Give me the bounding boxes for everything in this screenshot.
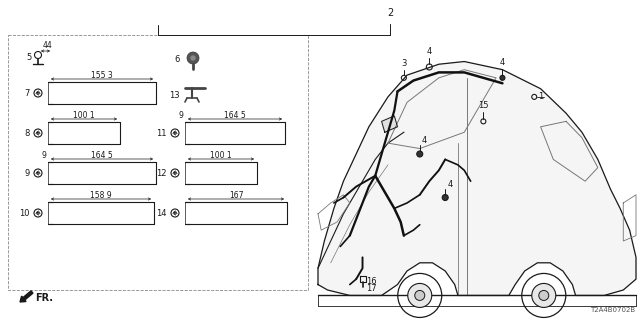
Text: FR.: FR. xyxy=(35,293,53,303)
Text: 3: 3 xyxy=(401,59,406,68)
Text: 16: 16 xyxy=(367,276,377,286)
Text: 10: 10 xyxy=(19,209,30,218)
Text: 44: 44 xyxy=(43,41,52,50)
Circle shape xyxy=(417,151,423,157)
Text: T2A4B0702B: T2A4B0702B xyxy=(590,307,635,313)
Text: 4: 4 xyxy=(447,180,452,188)
Circle shape xyxy=(36,132,40,134)
Text: 155 3: 155 3 xyxy=(91,71,113,80)
Polygon shape xyxy=(381,116,397,132)
Circle shape xyxy=(173,172,177,174)
Text: 4: 4 xyxy=(500,58,505,67)
Circle shape xyxy=(532,284,556,308)
Text: 17: 17 xyxy=(367,284,377,292)
Circle shape xyxy=(36,212,40,214)
Bar xyxy=(8,35,308,290)
Text: 14: 14 xyxy=(157,209,167,218)
Text: 15: 15 xyxy=(478,101,488,110)
Circle shape xyxy=(36,172,40,174)
Circle shape xyxy=(408,284,432,308)
Circle shape xyxy=(36,92,40,94)
Text: 164 5: 164 5 xyxy=(224,111,246,120)
Text: 1: 1 xyxy=(538,92,543,101)
Circle shape xyxy=(190,55,196,61)
Text: 13: 13 xyxy=(170,92,180,100)
Text: 167: 167 xyxy=(228,191,243,200)
Text: 9: 9 xyxy=(41,151,46,160)
Text: 2: 2 xyxy=(387,8,393,18)
Text: 9: 9 xyxy=(178,111,183,120)
Text: 164 5: 164 5 xyxy=(91,151,113,160)
Text: 5: 5 xyxy=(27,52,32,61)
Circle shape xyxy=(415,291,425,300)
Text: 100 1: 100 1 xyxy=(210,151,232,160)
Circle shape xyxy=(173,212,177,214)
FancyArrow shape xyxy=(20,291,33,302)
Text: 12: 12 xyxy=(157,169,167,178)
Circle shape xyxy=(539,291,548,300)
Circle shape xyxy=(442,195,448,201)
Text: 4: 4 xyxy=(427,47,432,56)
Circle shape xyxy=(173,132,177,134)
Polygon shape xyxy=(318,61,636,295)
Circle shape xyxy=(187,52,199,64)
Circle shape xyxy=(500,75,505,80)
Text: 7: 7 xyxy=(24,89,30,98)
Text: 6: 6 xyxy=(175,55,180,65)
Text: 4: 4 xyxy=(422,136,427,145)
Text: 100 1: 100 1 xyxy=(73,111,95,120)
Text: 158 9: 158 9 xyxy=(90,191,112,200)
Text: 9: 9 xyxy=(25,169,30,178)
Text: 11: 11 xyxy=(157,129,167,138)
Text: 8: 8 xyxy=(24,129,30,138)
